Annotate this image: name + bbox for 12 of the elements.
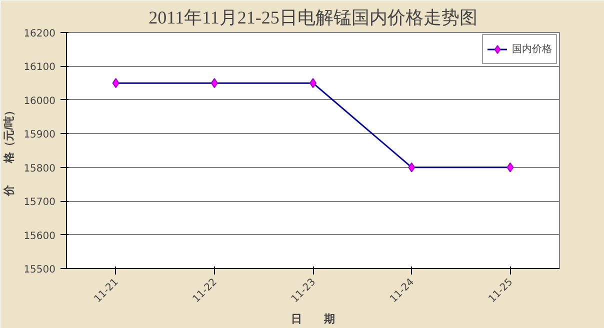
y-tick-label: 15800 (24, 163, 56, 174)
y-tick-label: 16100 (24, 62, 56, 74)
y-tick-label: 15600 (24, 230, 56, 242)
y-tick-label: 15700 (24, 197, 56, 208)
x-axis-title: 日 期 (291, 312, 335, 326)
y-tick-label: 16200 (24, 28, 56, 40)
chart-title: 2011年11月21-25日电解锰国内价格走势图 (148, 8, 478, 28)
y-tick-label: 15900 (24, 130, 56, 141)
y-axis-title: 价 格（元/吨） (2, 104, 16, 198)
y-tick-label: 15500 (24, 264, 56, 276)
legend-label: 国内价格 (512, 42, 552, 56)
y-tick-label: 16000 (24, 96, 56, 107)
